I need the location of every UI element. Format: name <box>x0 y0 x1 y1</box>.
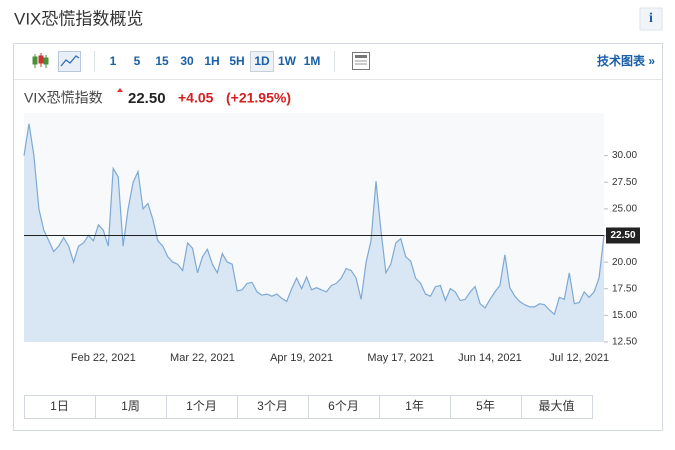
interval-selected[interactable] <box>250 51 274 72</box>
quote-name: VIX恐慌指数 <box>24 90 103 106</box>
x-tick-label: Feb 22, 2021 <box>71 352 136 364</box>
x-tick-label: May 17, 2021 <box>367 352 434 364</box>
interval-button[interactable]: 1M <box>304 54 321 68</box>
calendar-icon[interactable] <box>352 52 370 70</box>
line-icon <box>60 55 80 67</box>
y-tick-label: 27.50 <box>612 177 637 188</box>
y-tick-label: 15.00 <box>612 310 637 321</box>
interval-button[interactable]: 1W <box>278 54 297 68</box>
quote-change: +4.05 <box>178 90 214 106</box>
candle-icon[interactable] <box>32 53 49 68</box>
interval-button[interactable]: 1D <box>254 54 270 68</box>
y-tick-label: 25.00 <box>612 204 637 215</box>
page-title: VIX恐慌指数概览 <box>14 9 143 28</box>
quote-price: 22.50 <box>128 90 166 107</box>
range-label[interactable]: 5年 <box>476 399 495 413</box>
interval-button[interactable]: 30 <box>180 54 194 68</box>
interval-button[interactable]: 1 <box>110 54 117 68</box>
interval-button[interactable]: 5H <box>229 54 244 68</box>
range-label[interactable]: 3个月 <box>257 399 288 413</box>
line <box>23 123 605 316</box>
y-tick-label: 12.50 <box>612 337 637 348</box>
range-label[interactable]: 1周 <box>121 399 140 413</box>
range-label[interactable]: 1年 <box>405 399 424 413</box>
y-tick-label: 20.00 <box>612 257 637 268</box>
x-tick-label: Jun 14, 2021 <box>458 352 522 364</box>
range-label[interactable]: 1日 <box>50 399 69 413</box>
y-tick-label: 30.00 <box>612 150 637 161</box>
tech-chart-link[interactable]: 技术图表 » <box>597 53 655 68</box>
range-label[interactable]: 6个月 <box>328 399 359 413</box>
x-tick-label: Apr 19, 2021 <box>270 352 333 364</box>
quote-change-pct: (+21.95%) <box>226 90 291 106</box>
x-tick-label: Mar 22, 2021 <box>170 352 235 364</box>
line-icon-button[interactable] <box>58 51 81 72</box>
range-label[interactable]: 最大值 <box>538 398 574 413</box>
info-icon[interactable]: i <box>649 11 653 26</box>
interval-button[interactable]: 1H <box>204 54 219 68</box>
interval-button[interactable]: 15 <box>155 54 169 68</box>
range-button[interactable] <box>521 395 593 419</box>
area <box>24 123 604 342</box>
x-tick-label: Jul 12, 2021 <box>549 352 609 364</box>
y-tick-label: 17.50 <box>612 283 637 294</box>
up-arrow <box>117 88 123 92</box>
range-label[interactable]: 1个月 <box>186 399 217 413</box>
info-button[interactable] <box>639 7 663 31</box>
interval-button[interactable]: 5 <box>134 54 141 68</box>
last-value-label: 22.50 <box>610 230 635 241</box>
last-value-box <box>606 227 640 244</box>
